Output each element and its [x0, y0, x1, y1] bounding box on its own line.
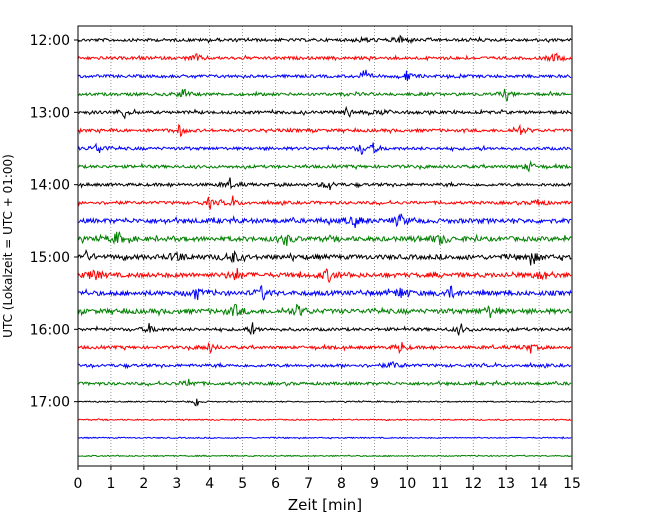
- trace-1230: [77, 69, 572, 82]
- trace-1500: [77, 248, 572, 266]
- trace-1530: [77, 284, 572, 301]
- x-tick-label: 8: [337, 476, 346, 492]
- y-tick-label: 12:00: [30, 33, 70, 49]
- trace-1600: [77, 322, 572, 336]
- x-axis: 0 1 2 3 4 5 6 7 8 9 10 11 12 13 14 15: [74, 466, 581, 492]
- x-tick-label: 6: [271, 476, 280, 492]
- trace-1300: [77, 105, 572, 120]
- x-tick-label: 3: [172, 476, 181, 492]
- grid-lines: [110, 26, 540, 466]
- x-tick-label: 10: [398, 476, 416, 492]
- trace-1445: [77, 231, 572, 246]
- y-tick-label: 17:00: [30, 395, 70, 411]
- y-tick-label: 14:00: [30, 178, 70, 194]
- trace-1545: [77, 303, 572, 319]
- trace-1615: [77, 341, 572, 355]
- x-tick-label: 7: [304, 476, 313, 492]
- x-tick-label: 5: [238, 476, 247, 492]
- trace-1315: [77, 123, 572, 138]
- y-tick-label: 15:00: [30, 250, 70, 266]
- trace-1645: [77, 378, 572, 387]
- trace-1330: [77, 142, 572, 155]
- trace-1345: [77, 160, 572, 173]
- trace-1745: [77, 454, 572, 458]
- y-tick-label: 16:00: [30, 322, 70, 338]
- trace-1730: [77, 435, 572, 440]
- y-tick-label: 13:00: [30, 105, 70, 121]
- seismogram-traces: [77, 34, 572, 458]
- x-tick-label: 2: [139, 476, 148, 492]
- x-tick-label: 12: [464, 476, 482, 492]
- trace-1400: [77, 177, 572, 191]
- x-tick-label: 4: [205, 476, 214, 492]
- y-axis: 12:00 13:00 14:00 15:00 16:00 17:00: [30, 33, 78, 411]
- trace-1630: [77, 361, 572, 370]
- plot-frame: [77, 25, 573, 467]
- x-tick-label: 0: [74, 476, 83, 492]
- trace-1245: [77, 88, 572, 102]
- trace-1515: [77, 268, 572, 284]
- trace-1200: [77, 34, 572, 45]
- x-tick-label: 9: [370, 476, 379, 492]
- trace-1700: [77, 398, 572, 407]
- y-axis-label: UTC (Lokalzeit = UTC + 01:00): [1, 154, 15, 338]
- x-axis-label: Zeit [min]: [288, 496, 362, 514]
- trace-1415: [77, 195, 572, 210]
- x-tick-label: 1: [106, 476, 115, 492]
- x-tick-label: 15: [563, 476, 581, 492]
- trace-1715: [77, 417, 572, 422]
- x-tick-label: 11: [431, 476, 449, 492]
- trace-1430: [77, 213, 572, 229]
- trace-1215: [77, 52, 572, 63]
- x-tick-label: 14: [530, 476, 548, 492]
- x-tick-label: 13: [497, 476, 515, 492]
